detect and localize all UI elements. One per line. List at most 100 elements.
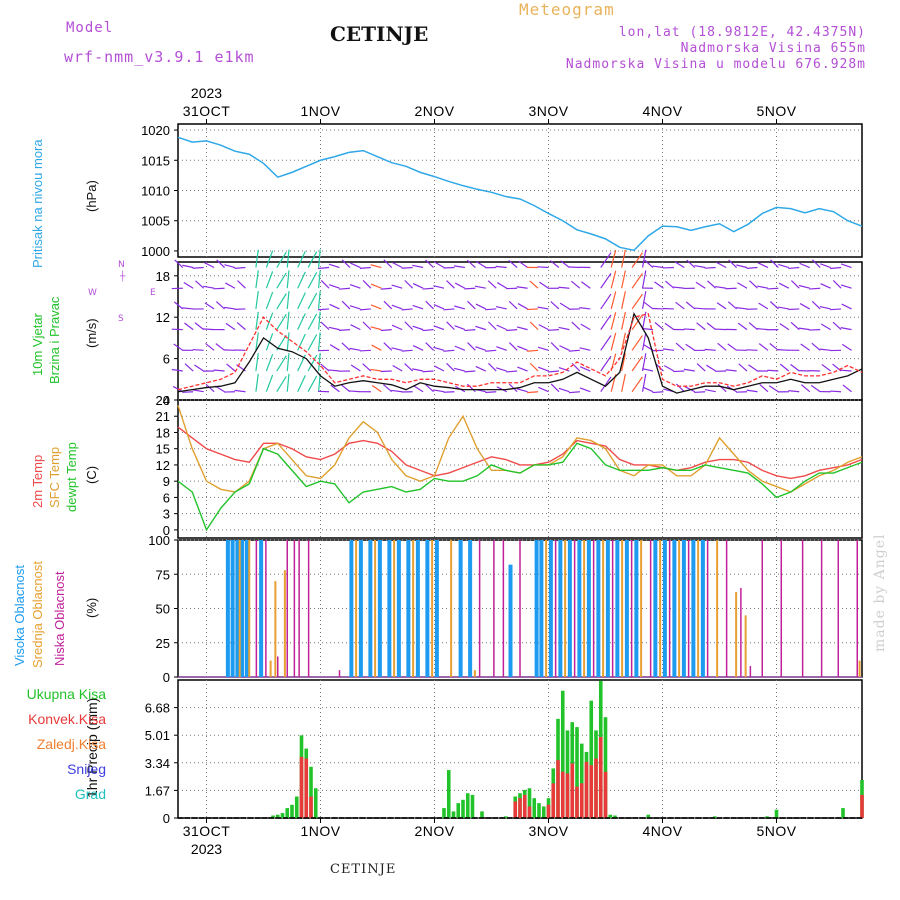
wind-arrow [715,328,727,331]
y-tick-label: 0 [163,811,170,826]
wind-arrow [203,328,215,331]
precip-total-bar [313,788,318,818]
cloud-low-bar [338,670,341,677]
cloud-low-bar [298,540,300,677]
wind-arrow [454,282,466,289]
cloud-high-bar [596,540,601,677]
precip-total-bar [465,793,470,818]
legend-snow: Snijeg [67,761,106,777]
wind-arrow [341,342,351,351]
wind-arrow [788,308,800,311]
wind-arrow [728,259,738,268]
cloud-low-bar [573,540,576,677]
cloud-low-bar [649,540,652,677]
y-tick-label: 12 [156,458,170,473]
wind-arrow [759,383,769,393]
precip-total-bar [541,806,546,818]
y-tick-label: 3.34 [145,756,170,771]
wind-arrow [642,386,654,393]
wind-arrow [173,301,184,310]
wind-arrow [788,390,800,393]
wind-arrow [454,325,466,331]
panel-frame [177,123,863,258]
wind-arrow [392,364,403,372]
compass-south: S [118,314,124,324]
wind-arrow [717,342,727,351]
wind-arrow [641,270,647,289]
x-tick-label-top: 31OCT [183,103,231,119]
wind-arrow [600,355,612,372]
y-tick-label: 24 [156,393,170,408]
wind-arrow [370,264,382,269]
x-tick-label-bottom: 3NOV [528,823,568,839]
cloud-high-bar [235,540,240,677]
wind-arrow [641,332,647,351]
wind-arrow [558,286,570,289]
wind-arrow [349,283,361,289]
wind-arrow [194,364,204,372]
wind-arrow [443,308,455,311]
wind-arrow [600,273,612,289]
y-tick-label: 6 [163,490,170,505]
wind-arrow [758,343,769,351]
wind-arrow [307,272,318,289]
y-tick-label: 3 [163,507,170,522]
wind-arrow [255,311,259,330]
wind-arrow [778,263,790,269]
wind-arrow [621,291,626,310]
cloud-low-bar [837,540,839,677]
wind-arrow [171,368,183,372]
wind-arrow [391,304,403,310]
wind-arrow [581,281,591,289]
wind-arrow [383,342,393,351]
wind-arrow [610,270,617,289]
wind-arrow [255,353,259,372]
precip-convective-bar [565,773,570,818]
precip-convective-bar [594,758,598,818]
wind-arrow [307,375,318,393]
wind-arrow [286,332,290,351]
wind-arrow [476,261,487,269]
cloud-high-bar [700,540,705,677]
wind-arrow [662,348,674,351]
cloud-mid-bar [697,540,700,677]
y-tick-label: 18 [156,425,170,440]
wind-arrow [539,281,549,289]
wind-arrow [182,264,194,269]
cloud-low-bar [820,540,823,677]
cloud-high-bar [458,540,463,677]
wind-arrow [517,345,528,351]
wind-arrow [434,261,445,269]
wind-arrow [496,282,508,289]
wind-arrow [832,280,842,289]
wind-arrow [466,259,476,268]
wind-arrow [488,321,497,331]
precip-total-bar [442,808,446,818]
y-tick-label: 1020 [141,123,170,138]
wind-arrow [318,290,321,309]
x-tick-label-bottom: 5NOV [756,823,796,839]
wind-arrow [338,287,351,290]
meteogram-label: Meteogram [519,0,615,19]
precip-convective-bar [603,771,608,818]
wind-arrow [621,311,626,330]
wind-arrow [404,321,414,331]
wind-arrow [830,266,842,270]
wind-arrow [495,305,507,310]
wind-arrow [433,304,445,310]
wind-arrow [790,280,800,289]
wind-arrow [328,263,340,269]
cloud-mid-bar [640,540,643,677]
wind-arrow [328,326,340,331]
wind-arrow [237,280,246,289]
y-tick-label: 9 [163,474,170,489]
wind-arrow [600,252,612,268]
wind-arrow [516,388,528,393]
wind-arrow [485,349,497,352]
wind-arrow [475,346,486,351]
cloud-low-bar [725,540,728,677]
wind-arrow [391,324,403,331]
wind-arrow [330,384,340,393]
time-axis: 31OCT 31OCT 1NOV 1NOV 2NOV 2NOV 3NOV 3NOV 4NOV 4N… [183,85,797,857]
wind-arrow [549,260,560,268]
